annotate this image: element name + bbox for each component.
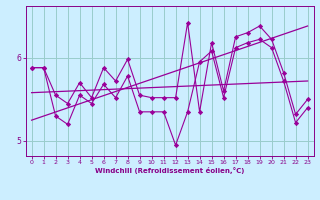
X-axis label: Windchill (Refroidissement éolien,°C): Windchill (Refroidissement éolien,°C) <box>95 167 244 174</box>
